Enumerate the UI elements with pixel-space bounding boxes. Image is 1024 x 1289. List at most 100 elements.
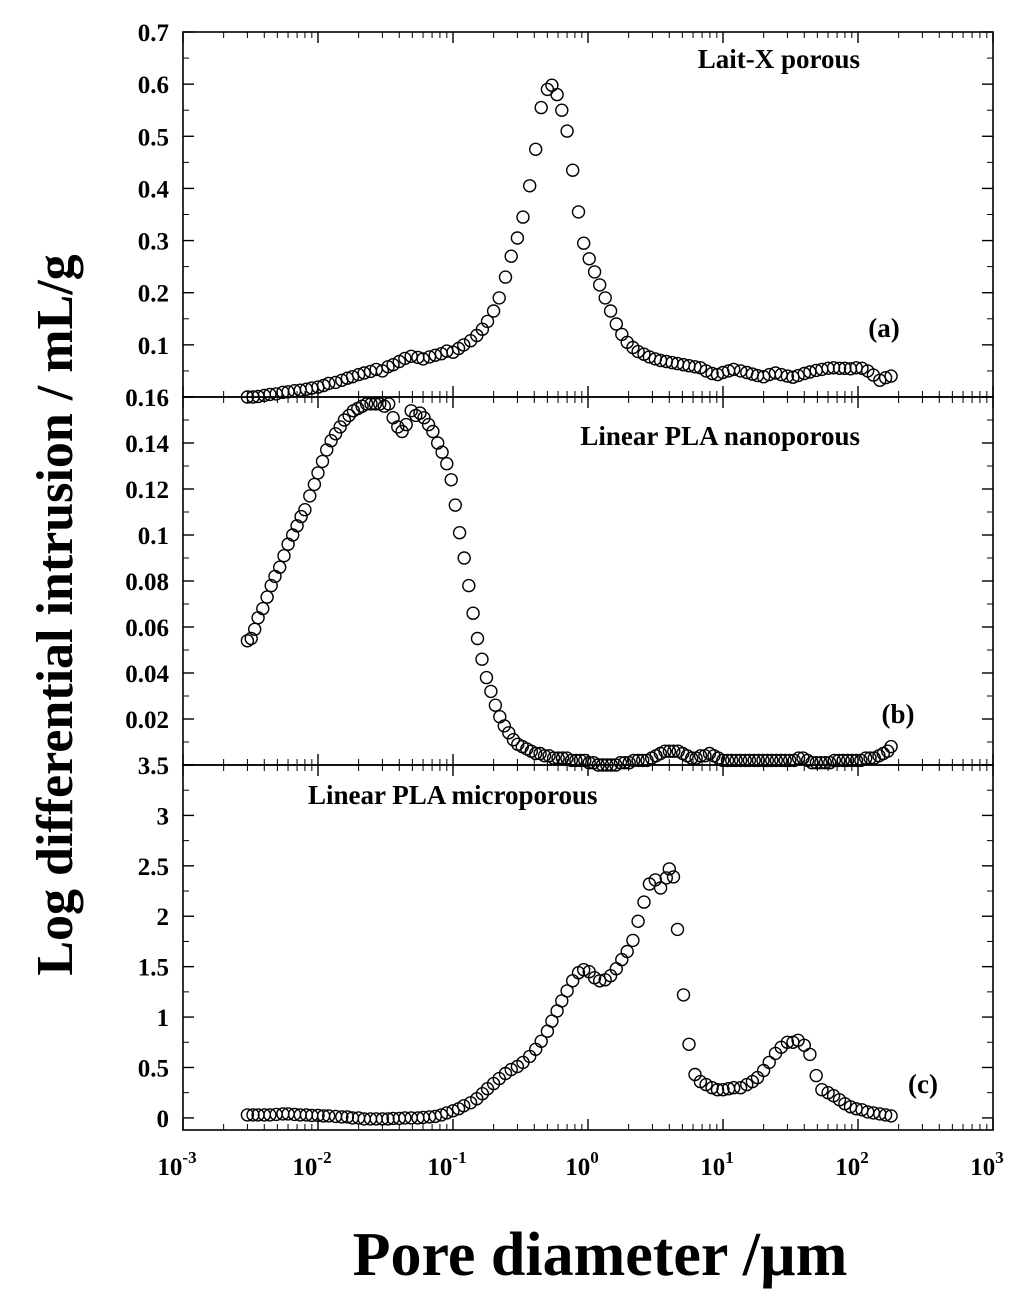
data-point-b	[636, 753, 650, 768]
data-point-c	[577, 963, 591, 977]
data-point-a	[593, 278, 607, 292]
data-point-b	[738, 753, 752, 768]
data-point-b	[546, 751, 561, 765]
data-point-c	[682, 1037, 696, 1052]
data-point-c	[878, 1108, 893, 1122]
data-point-b	[729, 753, 743, 768]
data-point-b	[778, 753, 792, 768]
data-point-c	[637, 895, 651, 909]
data-point-c	[631, 914, 645, 928]
data-point-b	[814, 756, 828, 770]
data-point-b	[311, 466, 325, 480]
data-point-b	[859, 751, 873, 765]
data-point-b	[395, 424, 409, 439]
data-point-b	[742, 753, 757, 768]
data-point-b	[337, 413, 352, 427]
data-point-b	[840, 753, 855, 768]
data-point-b	[290, 519, 304, 533]
data-point-b	[595, 758, 610, 772]
data-point-a	[560, 124, 574, 138]
data-point-c	[398, 1111, 412, 1125]
data-point-a	[791, 368, 805, 383]
x-tick-label: 10-2	[292, 1148, 331, 1181]
data-point-a	[240, 390, 255, 404]
y-axis-title: Log differential intrusion / mL/g	[27, 254, 84, 975]
data-point-b	[747, 753, 761, 768]
data-point-c	[716, 1082, 730, 1097]
data-point-b	[827, 753, 841, 768]
data-point-b	[298, 503, 312, 517]
data-point-b	[502, 726, 516, 740]
data-point-b	[497, 719, 511, 733]
y-tick-label-c: 2	[157, 904, 170, 931]
data-point-b	[382, 397, 396, 411]
data-point-a	[705, 366, 719, 381]
panel-tag-a: (a)	[868, 313, 899, 343]
panel-tag-c: (c)	[908, 1069, 938, 1099]
data-point-a	[577, 236, 591, 250]
data-point-c	[809, 1068, 823, 1083]
data-point-b	[769, 753, 783, 768]
data-point-b	[791, 751, 806, 765]
data-point-b	[604, 758, 619, 772]
data-point-b	[733, 753, 748, 768]
data-point-b	[863, 751, 877, 765]
y-tick-label-c: 0.5	[138, 1055, 169, 1082]
data-point-c	[335, 1110, 349, 1124]
data-point-b	[555, 751, 570, 765]
y-tick-label-c: 1	[157, 1005, 170, 1032]
data-point-a	[510, 231, 525, 245]
data-point-b	[260, 590, 274, 604]
y-tick-label-c: 3.5	[138, 753, 169, 780]
data-point-a	[486, 304, 501, 318]
data-point-a	[587, 265, 602, 279]
data-point-b	[537, 749, 552, 763]
y-tick-label-a: 0.2	[138, 281, 169, 308]
data-point-b	[725, 753, 739, 768]
data-point-c	[884, 1109, 898, 1123]
data-point-b	[832, 753, 846, 768]
data-point-a	[780, 369, 795, 383]
data-point-b	[765, 753, 779, 768]
data-point-b	[368, 397, 383, 411]
data-point-b	[849, 753, 864, 768]
data-point-a	[631, 344, 645, 359]
x-tick-label: 103	[970, 1148, 1004, 1181]
data-point-c	[733, 1080, 748, 1095]
data-point-b	[836, 753, 850, 768]
x-tick-label: 101	[700, 1148, 734, 1181]
y-tick-label-b: 0.04	[125, 661, 169, 688]
data-point-b	[751, 753, 766, 768]
data-point-b	[774, 753, 788, 768]
data-point-b	[264, 578, 278, 593]
data-point-b	[716, 753, 730, 768]
data-point-c	[504, 1062, 518, 1077]
data-point-c	[475, 1086, 490, 1101]
data-point-a	[529, 142, 543, 157]
data-point-c	[756, 1063, 771, 1078]
y-tick-label-c: 2.5	[138, 854, 169, 881]
data-point-a	[322, 376, 336, 391]
data-point-c	[263, 1108, 277, 1122]
data-point-b	[470, 631, 485, 646]
data-point-b	[426, 424, 440, 439]
data-point-b	[809, 756, 824, 770]
data-point-b	[307, 477, 322, 492]
panel-frame-b	[182, 396, 994, 766]
data-point-c	[710, 1082, 725, 1097]
data-point-b	[303, 489, 317, 503]
data-point-c	[434, 1108, 449, 1122]
data-point-a	[498, 270, 513, 284]
data-point-b	[569, 753, 583, 768]
y-tick-label-c: 1.5	[138, 955, 169, 982]
data-point-b	[618, 756, 632, 770]
data-point-c	[815, 1082, 829, 1097]
data-point-c	[626, 933, 640, 948]
data-point-b	[342, 408, 356, 423]
data-point-b	[475, 652, 489, 666]
data-point-b	[324, 434, 338, 448]
x-tick-label: 10-3	[157, 1148, 196, 1181]
data-point-a	[523, 179, 537, 193]
data-point-b	[452, 526, 467, 540]
panel-title-c: Linear PLA microporous	[308, 780, 598, 810]
